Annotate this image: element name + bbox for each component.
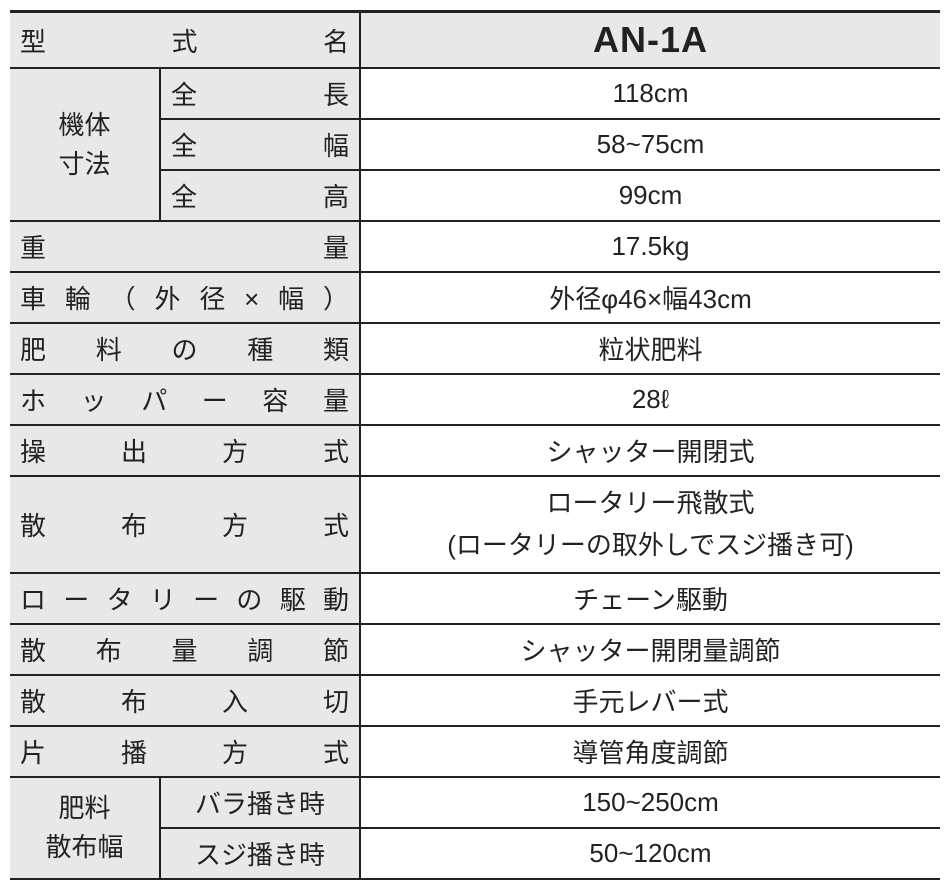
label-length: 全長 bbox=[160, 68, 360, 119]
label-width: 全幅 bbox=[160, 119, 360, 170]
row-feed-method: 操出方式 シャッター開閉式 bbox=[10, 425, 940, 476]
row-side-spread: 片播方式 導管角度調節 bbox=[10, 726, 940, 777]
label-hopper: ホッパー容量 bbox=[10, 374, 360, 425]
row-wheel: 車輪（外径×幅） 外径φ46×幅43cm bbox=[10, 272, 940, 323]
value-fertilizer-type: 粒状肥料 bbox=[360, 323, 940, 374]
value-spread-switch: 手元レバー式 bbox=[360, 675, 940, 726]
spread-width-group-text: 肥料 散布幅 bbox=[45, 793, 123, 862]
value-spread-method: ロータリー飛散式 (ロータリーの取外しでスジ播き可) bbox=[360, 476, 940, 573]
value-spread-adjust: シャッター開閉量調節 bbox=[360, 624, 940, 675]
row-spread-method: 散布方式 ロータリー飛散式 (ロータリーの取外しでスジ播き可) bbox=[10, 476, 940, 573]
value-model: AN-1A bbox=[360, 12, 940, 69]
row-fertilizer-type: 肥料の種類 粒状肥料 bbox=[10, 323, 940, 374]
label-dimensions-l1: 機体 寸法 bbox=[58, 110, 110, 179]
label-height: 全高 bbox=[160, 170, 360, 221]
row-rotary-drive: ロータリーの駆動 チェーン駆動 bbox=[10, 573, 940, 624]
spec-table: 型式名 AN-1A 機体 寸法 全長 118cm 全幅 58~75cm 全高 9… bbox=[10, 10, 940, 880]
value-rotary-drive: チェーン駆動 bbox=[360, 573, 940, 624]
row-spread-switch: 散布入切 手元レバー式 bbox=[10, 675, 940, 726]
value-hopper: 28ℓ bbox=[360, 374, 940, 425]
label-rotary-drive: ロータリーの駆動 bbox=[10, 573, 360, 624]
label-spread-method: 散布方式 bbox=[10, 476, 360, 573]
row-model: 型式名 AN-1A bbox=[10, 12, 940, 69]
label-fertilizer-type: 肥料の種類 bbox=[10, 323, 360, 374]
row-weight: 重量 17.5kg bbox=[10, 221, 940, 272]
label-dimensions-group: 機体 寸法 bbox=[10, 68, 160, 221]
label-spread-adjust: 散布量調節 bbox=[10, 624, 360, 675]
value-length: 118cm bbox=[360, 68, 940, 119]
spread-method-line1: ロータリー飛散式 bbox=[546, 488, 754, 518]
value-feed-method: シャッター開閉式 bbox=[360, 425, 940, 476]
value-width: 58~75cm bbox=[360, 119, 940, 170]
value-wheel: 外径φ46×幅43cm bbox=[360, 272, 940, 323]
label-model: 型式名 bbox=[10, 12, 360, 69]
value-height: 99cm bbox=[360, 170, 940, 221]
label-broadcast: バラ播き時 bbox=[160, 777, 360, 828]
label-spread-width-group: 肥料 散布幅 bbox=[10, 777, 160, 879]
value-broadcast: 150~250cm bbox=[360, 777, 940, 828]
value-row-seed: 50~120cm bbox=[360, 828, 940, 879]
label-side-spread: 片播方式 bbox=[10, 726, 360, 777]
value-side-spread: 導管角度調節 bbox=[360, 726, 940, 777]
row-spread-width-broadcast: 肥料 散布幅 バラ播き時 150~250cm bbox=[10, 777, 940, 828]
spread-method-line2: (ロータリーの取外しでスジ播き可) bbox=[447, 530, 854, 560]
row-hopper: ホッパー容量 28ℓ bbox=[10, 374, 940, 425]
label-feed-method: 操出方式 bbox=[10, 425, 360, 476]
row-spread-adjust: 散布量調節 シャッター開閉量調節 bbox=[10, 624, 940, 675]
label-weight: 重量 bbox=[10, 221, 360, 272]
value-weight: 17.5kg bbox=[360, 221, 940, 272]
row-length: 機体 寸法 全長 118cm bbox=[10, 68, 940, 119]
label-row-seed: スジ播き時 bbox=[160, 828, 360, 879]
label-wheel: 車輪（外径×幅） bbox=[10, 272, 360, 323]
label-spread-switch: 散布入切 bbox=[10, 675, 360, 726]
